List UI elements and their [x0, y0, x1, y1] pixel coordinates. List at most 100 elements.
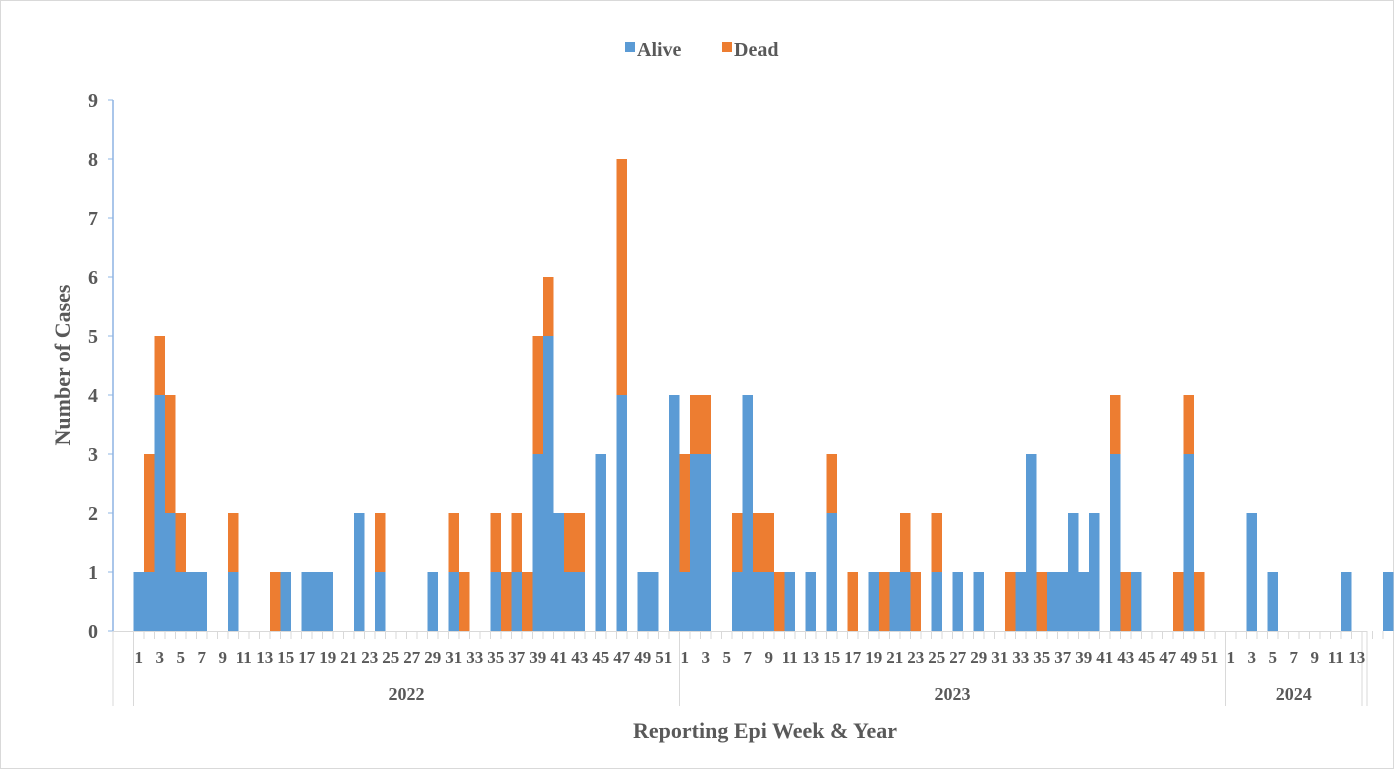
- bar-dead: [459, 572, 470, 631]
- bar-alive: [805, 572, 816, 631]
- bar-dead: [154, 336, 165, 395]
- bar-alive: [564, 572, 575, 631]
- x-tick-label: 11: [782, 648, 798, 667]
- x-tick-label: 13: [802, 648, 819, 667]
- x-tick-label: 11: [236, 648, 252, 667]
- year-label: 2022: [389, 684, 425, 704]
- x-tick-label: 41: [1096, 648, 1113, 667]
- bar-alive: [543, 336, 554, 631]
- bar-alive: [1183, 454, 1194, 631]
- bar-alive: [973, 572, 984, 631]
- bar-dead: [270, 572, 281, 631]
- bar-alive: [354, 513, 365, 631]
- bar-alive: [742, 395, 753, 631]
- bar-dead: [175, 513, 186, 572]
- bar-dead: [826, 454, 837, 513]
- x-tick-label: 41: [550, 648, 567, 667]
- bar-dead: [763, 513, 774, 572]
- y-axis-title: Number of Cases: [50, 284, 75, 445]
- x-tick-label: 5: [177, 648, 186, 667]
- bar-alive: [1026, 454, 1037, 631]
- legend-swatch-alive: [625, 42, 635, 52]
- y-tick-label: 9: [88, 90, 98, 112]
- bar-dead: [1005, 572, 1016, 631]
- y-tick-label: 2: [88, 503, 98, 525]
- axes: [108, 99, 1394, 706]
- x-tick-label: 21: [340, 648, 357, 667]
- bar-dead: [879, 572, 890, 631]
- bar-alive: [1341, 572, 1352, 631]
- x-tick-label: 3: [702, 648, 711, 667]
- x-tick-label: 19: [319, 648, 336, 667]
- bar-dead: [910, 572, 921, 631]
- bar-alive: [133, 572, 144, 631]
- x-tick-label: 17: [298, 648, 316, 667]
- x-tick-label: 13: [1348, 648, 1365, 667]
- bar-alive: [763, 572, 774, 631]
- y-tick-label: 8: [88, 149, 98, 171]
- x-tick-label: 5: [1269, 648, 1278, 667]
- x-tick-label: 9: [1311, 648, 1320, 667]
- bar-dead: [1173, 572, 1184, 631]
- bar-alive: [679, 572, 690, 631]
- bar-dead: [543, 277, 554, 336]
- bar-dead: [1120, 572, 1131, 631]
- x-tick-label: 5: [723, 648, 732, 667]
- legend-label-dead: Dead: [734, 39, 778, 61]
- bar-alive: [952, 572, 963, 631]
- x-tick-label: 23: [907, 648, 924, 667]
- bar-alive: [312, 572, 323, 631]
- bar-alive: [690, 454, 701, 631]
- bar-dead: [228, 513, 239, 572]
- x-tick-label: 7: [198, 648, 207, 667]
- year-label: 2023: [935, 684, 971, 704]
- bar-dead: [774, 572, 785, 631]
- x-tick-label: 11: [1328, 648, 1344, 667]
- x-tick-label: 45: [592, 648, 609, 667]
- x-tick-label: 1: [681, 648, 690, 667]
- bar-dead: [375, 513, 386, 572]
- x-tick-label: 21: [886, 648, 903, 667]
- bar-alive: [1068, 513, 1079, 631]
- x-tick-label: 15: [823, 648, 840, 667]
- x-tick-label: 45: [1138, 648, 1155, 667]
- x-tick-label: 47: [1159, 648, 1177, 667]
- x-tick-label: 31: [991, 648, 1008, 667]
- bar-alive: [784, 572, 795, 631]
- x-tick-label: 27: [949, 648, 967, 667]
- x-tick-label: 25: [382, 648, 399, 667]
- bar-dead: [1110, 395, 1121, 454]
- y-tick-label: 6: [88, 267, 98, 289]
- y-tick-label: 1: [88, 562, 98, 584]
- bar-alive: [1047, 572, 1058, 631]
- bar-alive: [280, 572, 291, 631]
- y-tick-label: 0: [88, 621, 98, 643]
- bar-alive: [700, 454, 711, 631]
- legend-swatch-dead: [722, 42, 732, 52]
- bar-dead: [931, 513, 942, 572]
- x-axis-year-labels: 2022 2023 2024: [389, 684, 1312, 704]
- year-label: 2024: [1276, 684, 1312, 704]
- bar-alive: [1267, 572, 1278, 631]
- bar-alive: [1057, 572, 1068, 631]
- bar-alive: [175, 572, 186, 631]
- y-axis-ticks: 0 1 2 3 4 5 6 7 8 9: [88, 90, 98, 643]
- x-tick-label: 9: [219, 648, 228, 667]
- bar-alive: [648, 572, 659, 631]
- x-tick-label: 29: [424, 648, 441, 667]
- bar-dead: [532, 336, 543, 454]
- bar-dead: [616, 159, 627, 395]
- x-tick-label: 35: [1033, 648, 1050, 667]
- bar-dead: [847, 572, 858, 631]
- bar-alive: [1089, 513, 1100, 631]
- bar-alive: [900, 572, 911, 631]
- bar-alive: [375, 572, 386, 631]
- bar-alive: [889, 572, 900, 631]
- bar-alive: [154, 395, 165, 631]
- x-tick-label: 7: [1290, 648, 1299, 667]
- bar-dead: [511, 513, 522, 572]
- bar-alive: [165, 513, 176, 631]
- bar-alive: [753, 572, 764, 631]
